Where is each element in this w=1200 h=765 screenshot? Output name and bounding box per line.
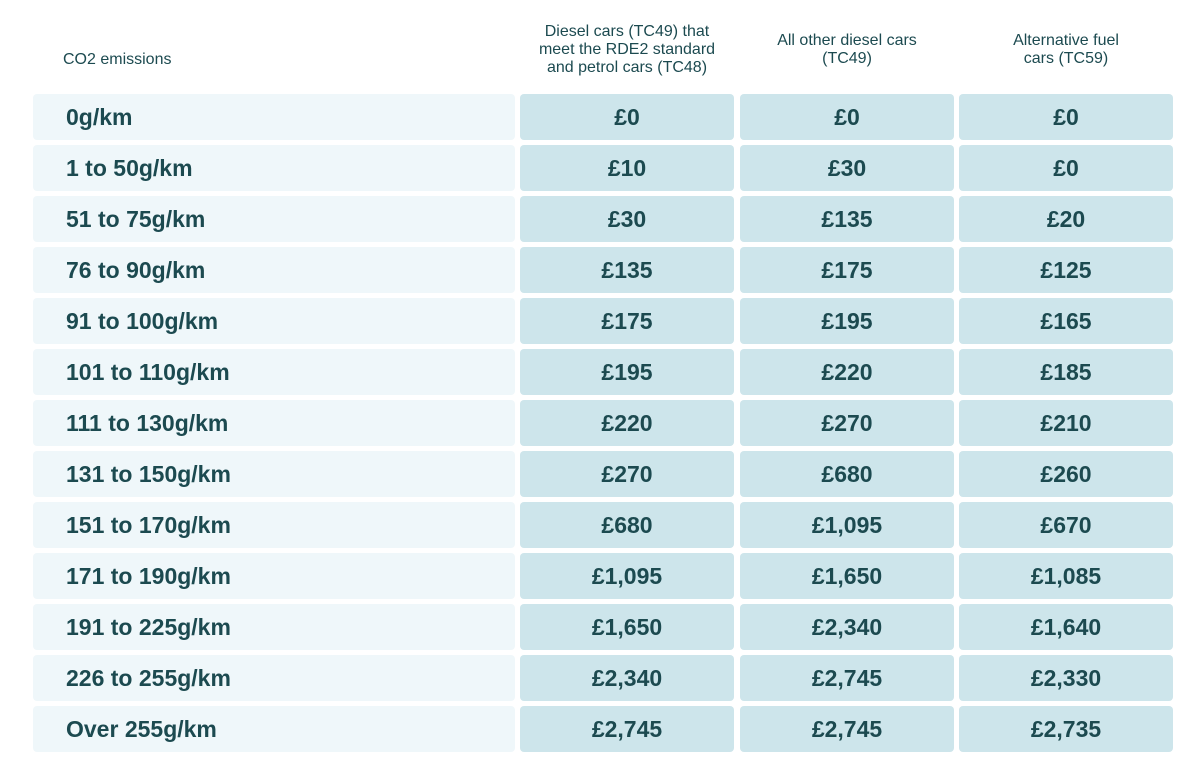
table-row: 91 to 100g/km £175 £195 £165 xyxy=(0,298,1200,344)
other-diesel-rate-cell: £680 xyxy=(740,451,954,497)
emissions-band-cell: 0g/km xyxy=(33,94,515,140)
other-diesel-rate-cell: £2,745 xyxy=(740,655,954,701)
other-diesel-rate-cell: £2,745 xyxy=(740,706,954,752)
diesel-rde2-petrol-rate-cell: £2,745 xyxy=(520,706,734,752)
table-row: 51 to 75g/km £30 £135 £20 xyxy=(0,196,1200,242)
emissions-band-cell: 111 to 130g/km xyxy=(33,400,515,446)
alternative-fuel-rate-cell: £2,330 xyxy=(959,655,1173,701)
other-diesel-rate-cell: £195 xyxy=(740,298,954,344)
diesel-rde2-petrol-rate-cell: £680 xyxy=(520,502,734,548)
table-row: 76 to 90g/km £135 £175 £125 xyxy=(0,247,1200,293)
table-row: 111 to 130g/km £220 £270 £210 xyxy=(0,400,1200,446)
other-diesel-rate-cell: £220 xyxy=(740,349,954,395)
alternative-fuel-rate-cell: £260 xyxy=(959,451,1173,497)
alternative-fuel-rate-cell: £1,085 xyxy=(959,553,1173,599)
header-co2-emissions: CO2 emissions xyxy=(63,40,171,80)
diesel-rde2-petrol-rate-cell: £1,650 xyxy=(520,604,734,650)
table-row: 1 to 50g/km £10 £30 £0 xyxy=(0,145,1200,191)
other-diesel-rate-cell: £0 xyxy=(740,94,954,140)
other-diesel-rate-cell: £175 xyxy=(740,247,954,293)
alternative-fuel-rate-cell: £0 xyxy=(959,94,1173,140)
emissions-band-cell: 171 to 190g/km xyxy=(33,553,515,599)
header-other-diesel-label: All other diesel cars (TC49) xyxy=(777,32,917,67)
diesel-rde2-petrol-rate-cell: £135 xyxy=(520,247,734,293)
emissions-band-cell: 1 to 50g/km xyxy=(33,145,515,191)
alternative-fuel-rate-cell: £20 xyxy=(959,196,1173,242)
diesel-rde2-petrol-rate-cell: £195 xyxy=(520,349,734,395)
alternative-fuel-rate-cell: £210 xyxy=(959,400,1173,446)
header-diesel-rde2-petrol-label: Diesel cars (TC49) that meet the RDE2 st… xyxy=(538,23,716,76)
other-diesel-rate-cell: £2,340 xyxy=(740,604,954,650)
emissions-band-cell: 151 to 170g/km xyxy=(33,502,515,548)
header-other-diesel: All other diesel cars (TC49) xyxy=(740,20,954,80)
diesel-rde2-petrol-rate-cell: £30 xyxy=(520,196,734,242)
alternative-fuel-rate-cell: £2,735 xyxy=(959,706,1173,752)
table-row: 0g/km £0 £0 £0 xyxy=(0,94,1200,140)
other-diesel-rate-cell: £270 xyxy=(740,400,954,446)
table-row: 101 to 110g/km £195 £220 £185 xyxy=(0,349,1200,395)
alternative-fuel-rate-cell: £0 xyxy=(959,145,1173,191)
table-row: 191 to 225g/km £1,650 £2,340 £1,640 xyxy=(0,604,1200,650)
header-diesel-rde2-petrol: Diesel cars (TC49) that meet the RDE2 st… xyxy=(520,20,734,80)
emissions-band-cell: 131 to 150g/km xyxy=(33,451,515,497)
diesel-rde2-petrol-rate-cell: £175 xyxy=(520,298,734,344)
diesel-rde2-petrol-rate-cell: £1,095 xyxy=(520,553,734,599)
diesel-rde2-petrol-rate-cell: £0 xyxy=(520,94,734,140)
emissions-band-cell: 51 to 75g/km xyxy=(33,196,515,242)
table-row: 151 to 170g/km £680 £1,095 £670 xyxy=(0,502,1200,548)
alternative-fuel-rate-cell: £670 xyxy=(959,502,1173,548)
emissions-band-cell: 226 to 255g/km xyxy=(33,655,515,701)
header-co2-emissions-label: CO2 emissions xyxy=(63,51,172,68)
header-alternative-fuel-label: Alternative fuel cars (TC59) xyxy=(1013,32,1119,67)
other-diesel-rate-cell: £1,095 xyxy=(740,502,954,548)
table-row: Over 255g/km £2,745 £2,745 £2,735 xyxy=(0,706,1200,752)
diesel-rde2-petrol-rate-cell: £10 xyxy=(520,145,734,191)
table-header: CO2 emissions Diesel cars (TC49) that me… xyxy=(0,0,1200,90)
table-row: 131 to 150g/km £270 £680 £260 xyxy=(0,451,1200,497)
other-diesel-rate-cell: £30 xyxy=(740,145,954,191)
header-alternative-fuel: Alternative fuel cars (TC59) xyxy=(959,20,1173,80)
alternative-fuel-rate-cell: £1,640 xyxy=(959,604,1173,650)
diesel-rde2-petrol-rate-cell: £270 xyxy=(520,451,734,497)
other-diesel-rate-cell: £1,650 xyxy=(740,553,954,599)
emissions-band-cell: 101 to 110g/km xyxy=(33,349,515,395)
table-row: 171 to 190g/km £1,095 £1,650 £1,085 xyxy=(0,553,1200,599)
emissions-band-cell: Over 255g/km xyxy=(33,706,515,752)
other-diesel-rate-cell: £135 xyxy=(740,196,954,242)
alternative-fuel-rate-cell: £165 xyxy=(959,298,1173,344)
diesel-rde2-petrol-rate-cell: £2,340 xyxy=(520,655,734,701)
alternative-fuel-rate-cell: £185 xyxy=(959,349,1173,395)
emissions-band-cell: 91 to 100g/km xyxy=(33,298,515,344)
emissions-band-cell: 191 to 225g/km xyxy=(33,604,515,650)
diesel-rde2-petrol-rate-cell: £220 xyxy=(520,400,734,446)
emissions-band-cell: 76 to 90g/km xyxy=(33,247,515,293)
alternative-fuel-rate-cell: £125 xyxy=(959,247,1173,293)
table-row: 226 to 255g/km £2,340 £2,745 £2,330 xyxy=(0,655,1200,701)
